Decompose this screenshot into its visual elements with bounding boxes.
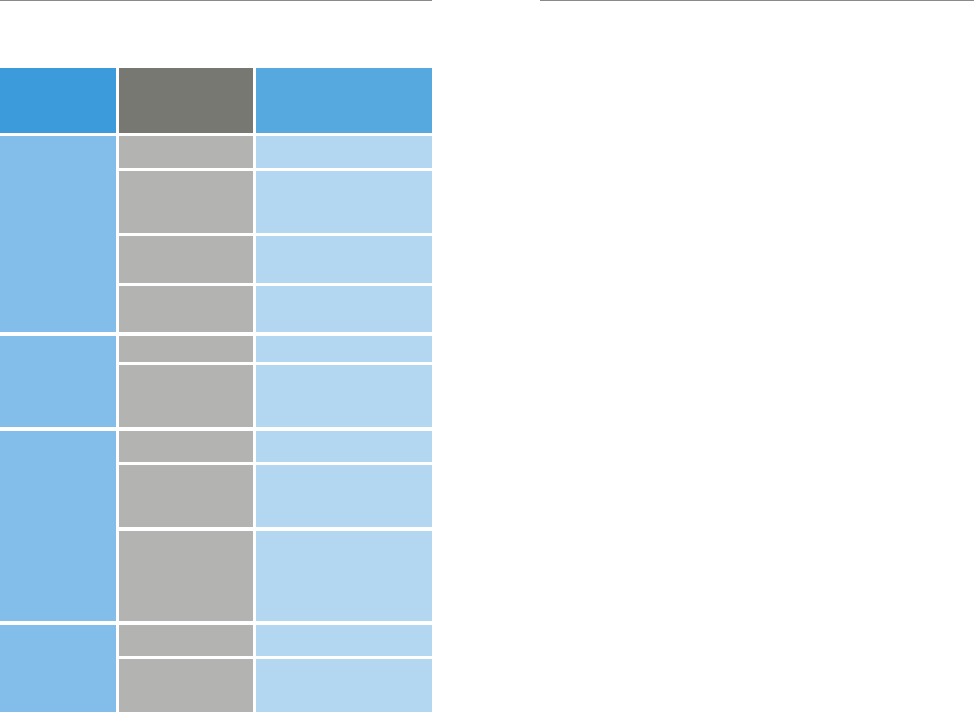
- body-cell: [256, 336, 432, 362]
- group-cell: [0, 136, 116, 332]
- body-cell: [256, 365, 432, 427]
- header-cell: [256, 68, 432, 133]
- body-cell: [256, 625, 432, 656]
- body-cell: [256, 531, 432, 621]
- body-cell: [119, 365, 253, 427]
- body-cell: [256, 171, 432, 233]
- body-cell: [119, 465, 253, 527]
- group-cell: [0, 625, 116, 712]
- body-cell: [256, 286, 432, 332]
- header-cell: [119, 68, 253, 133]
- body-cell: [256, 236, 432, 283]
- header-cell: [0, 68, 116, 133]
- body-cell: [256, 659, 432, 712]
- body-cell: [119, 136, 253, 168]
- top-rule: [0, 0, 432, 1]
- group-cell: [0, 336, 116, 427]
- body-cell: [256, 136, 432, 168]
- body-cell: [119, 625, 253, 656]
- body-cell: [119, 236, 253, 283]
- top-rule: [540, 0, 974, 1]
- body-cell: [119, 659, 253, 712]
- body-cell: [119, 336, 253, 362]
- body-cell: [119, 531, 253, 621]
- body-cell: [119, 171, 253, 233]
- body-cell: [256, 465, 432, 527]
- body-cell: [256, 431, 432, 462]
- body-cell: [119, 286, 253, 332]
- body-cell: [119, 431, 253, 462]
- group-cell: [0, 431, 116, 621]
